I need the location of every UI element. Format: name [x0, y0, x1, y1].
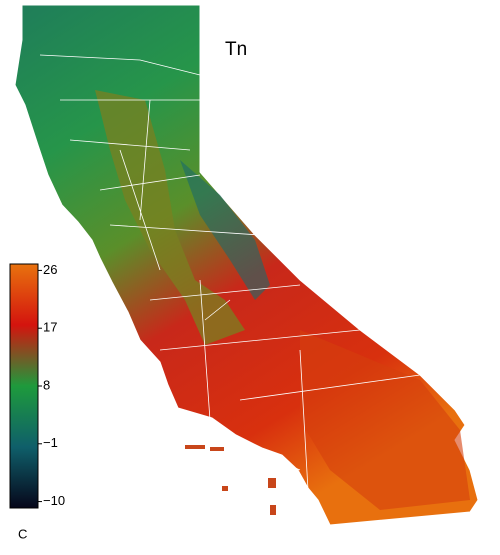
- colorbar-tick-label: 8: [43, 377, 50, 392]
- county-lines: [39, 54, 421, 526]
- islands: [185, 445, 276, 515]
- colorbar-tick-label: 26: [43, 262, 57, 277]
- southern-desert: [300, 330, 470, 510]
- island: [268, 478, 276, 488]
- island: [185, 445, 205, 449]
- colorbar-tick-label: −1: [43, 435, 58, 450]
- state-map: [14, 4, 479, 526]
- county-line: [39, 54, 421, 526]
- colorbar-tick-label: 17: [43, 320, 57, 335]
- colorbar-unit: C: [18, 526, 27, 541]
- sierra: [180, 160, 270, 300]
- central-valley: [95, 90, 245, 345]
- colorbar: [9, 263, 39, 509]
- map-title: Tn: [225, 39, 247, 60]
- colorbar-tick-label: −10: [43, 493, 65, 508]
- island: [222, 486, 228, 491]
- island: [210, 447, 224, 451]
- island: [270, 505, 276, 515]
